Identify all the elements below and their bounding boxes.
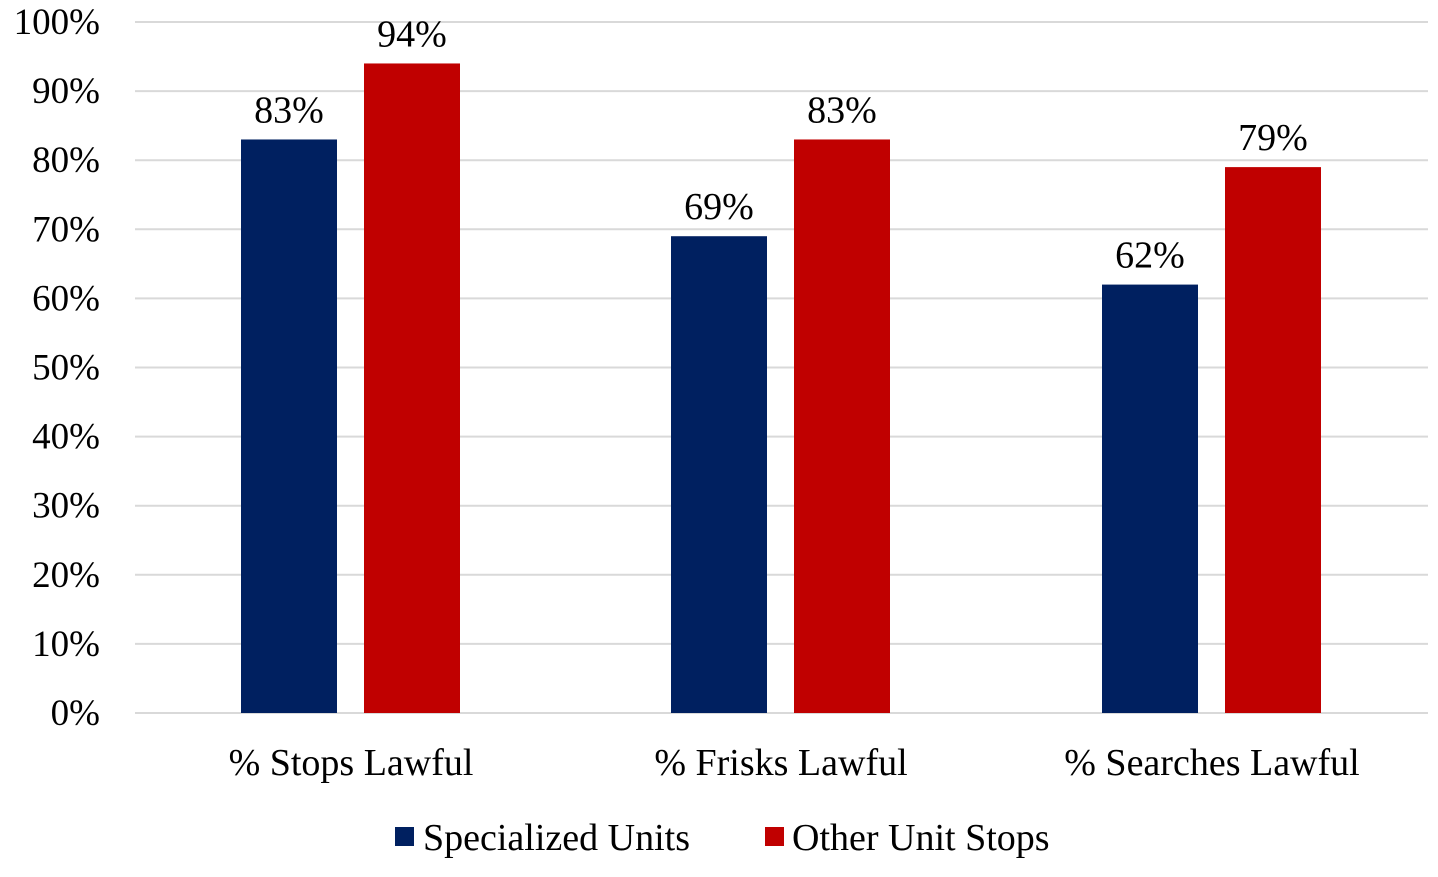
x-axis-category-labels: % Stops Lawful % Frisks Lawful % Searches …: [229, 742, 1360, 784]
data-label: 62%: [1115, 235, 1185, 277]
y-tick-label: 60%: [32, 278, 100, 319]
bar-other-unit-stops: [794, 139, 890, 714]
bar-specialized-units: [671, 236, 767, 713]
legend-swatch: [765, 827, 784, 846]
y-tick-label: 80%: [32, 140, 100, 181]
bar-other-unit-stops: [1225, 167, 1321, 714]
y-tick-label: 40%: [32, 417, 100, 458]
legend-swatch: [395, 827, 414, 846]
bars: [241, 63, 1321, 714]
bar-other-unit-stops: [364, 63, 460, 713]
bar-specialized-units: [1102, 284, 1198, 713]
y-tick-label: 30%: [32, 486, 100, 527]
y-tick-label: 90%: [32, 71, 100, 112]
data-label: 94%: [377, 13, 447, 55]
data-label: 83%: [254, 89, 324, 131]
data-labels: 83% 69% 62% 94% 83% 79%: [254, 13, 1308, 276]
y-tick-label: 70%: [32, 209, 100, 250]
data-label: 79%: [1238, 117, 1308, 159]
y-tick-label: 10%: [32, 624, 100, 665]
legend: Specialized Units Other Unit Stops: [395, 817, 1050, 859]
data-label: 83%: [807, 89, 877, 131]
legend-label: Other Unit Stops: [792, 817, 1050, 859]
legend-label: Specialized Units: [423, 817, 690, 859]
bar-specialized-units: [241, 139, 337, 714]
y-tick-label: 20%: [32, 555, 100, 596]
x-category-label: % Stops Lawful: [229, 742, 474, 784]
y-tick-label: 100%: [14, 2, 100, 43]
data-label: 69%: [684, 186, 754, 228]
y-axis-tick-labels: 0% 10% 20% 30% 40% 50% 60% 70% 80% 90% 100%: [14, 2, 100, 734]
x-category-label: % Searches Lawful: [1064, 742, 1359, 784]
y-tick-label: 0%: [51, 693, 100, 734]
x-category-label: % Frisks Lawful: [654, 742, 907, 784]
y-tick-label: 50%: [32, 348, 100, 389]
gridlines: [135, 21, 1428, 714]
